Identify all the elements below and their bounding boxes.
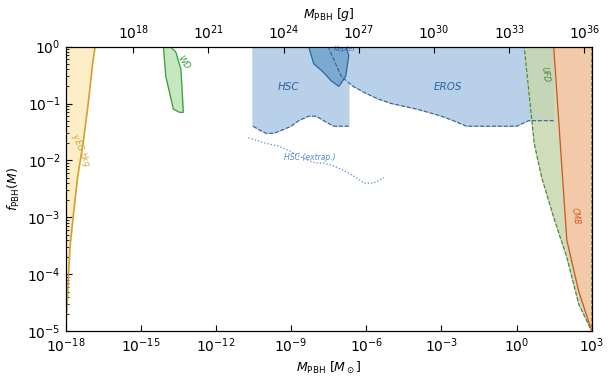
Polygon shape (554, 47, 592, 331)
X-axis label: $M_{\mathrm{PBH}}\ [M_\odot]$: $M_{\mathrm{PBH}}\ [M_\odot]$ (296, 360, 362, 376)
Text: $\gamma$ EG bkg: $\gamma$ EG bkg (68, 131, 94, 170)
Text: CMB: CMB (570, 207, 581, 225)
Y-axis label: $f_{\mathrm{PBH}}(M)$: $f_{\mathrm{PBH}}(M)$ (5, 167, 22, 211)
Polygon shape (309, 47, 349, 86)
Text: UFD: UFD (539, 66, 550, 83)
Polygon shape (163, 47, 184, 112)
Text: HSC: HSC (278, 83, 300, 92)
Polygon shape (524, 47, 592, 331)
Text: EROS: EROS (434, 83, 462, 92)
X-axis label: $M_{\mathrm{PBH}}\ [g]$: $M_{\mathrm{PBH}}\ [g]$ (303, 6, 354, 23)
Polygon shape (65, 47, 95, 331)
Text: WD: WD (176, 54, 192, 71)
Text: Kepler: Kepler (334, 45, 356, 52)
Polygon shape (328, 47, 554, 126)
Polygon shape (253, 47, 349, 133)
Text: HSC (extrap.): HSC (extrap.) (284, 154, 336, 162)
